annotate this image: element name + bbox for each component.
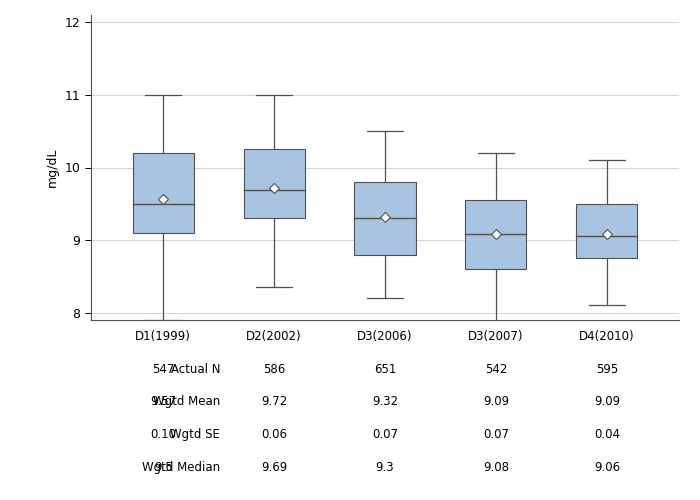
Bar: [132, 153, 194, 233]
Text: D2(2002): D2(2002): [246, 330, 302, 343]
Text: 9.09: 9.09: [594, 396, 620, 408]
Text: Wgtd Mean: Wgtd Mean: [153, 396, 220, 408]
Text: 586: 586: [263, 362, 285, 376]
Text: Wgtd Median: Wgtd Median: [142, 461, 220, 474]
Bar: [466, 200, 526, 269]
Bar: [354, 182, 416, 254]
Text: D4(2010): D4(2010): [579, 330, 635, 343]
Text: 9.32: 9.32: [372, 396, 398, 408]
Text: 9.69: 9.69: [261, 461, 287, 474]
Text: 0.06: 0.06: [261, 428, 287, 441]
Text: 9.3: 9.3: [376, 461, 394, 474]
Text: Actual N: Actual N: [171, 362, 220, 376]
Text: 595: 595: [596, 362, 618, 376]
Text: 547: 547: [152, 362, 174, 376]
Text: D1(1999): D1(1999): [135, 330, 191, 343]
Text: 9.09: 9.09: [483, 396, 509, 408]
Text: 9.08: 9.08: [483, 461, 509, 474]
Text: 9.72: 9.72: [261, 396, 287, 408]
Text: 9.5: 9.5: [154, 461, 172, 474]
Text: 651: 651: [374, 362, 396, 376]
Text: D3(2007): D3(2007): [468, 330, 524, 343]
Bar: [576, 204, 638, 258]
Text: 542: 542: [485, 362, 507, 376]
Text: Wgtd SE: Wgtd SE: [171, 428, 220, 441]
Text: 0.07: 0.07: [372, 428, 398, 441]
Text: 0.10: 0.10: [150, 428, 176, 441]
Bar: [244, 150, 304, 218]
Text: 9.06: 9.06: [594, 461, 620, 474]
Text: 0.07: 0.07: [483, 428, 509, 441]
Text: 0.04: 0.04: [594, 428, 620, 441]
Text: 9.57: 9.57: [150, 396, 176, 408]
Text: D3(2006): D3(2006): [357, 330, 413, 343]
Y-axis label: mg/dL: mg/dL: [46, 148, 60, 187]
